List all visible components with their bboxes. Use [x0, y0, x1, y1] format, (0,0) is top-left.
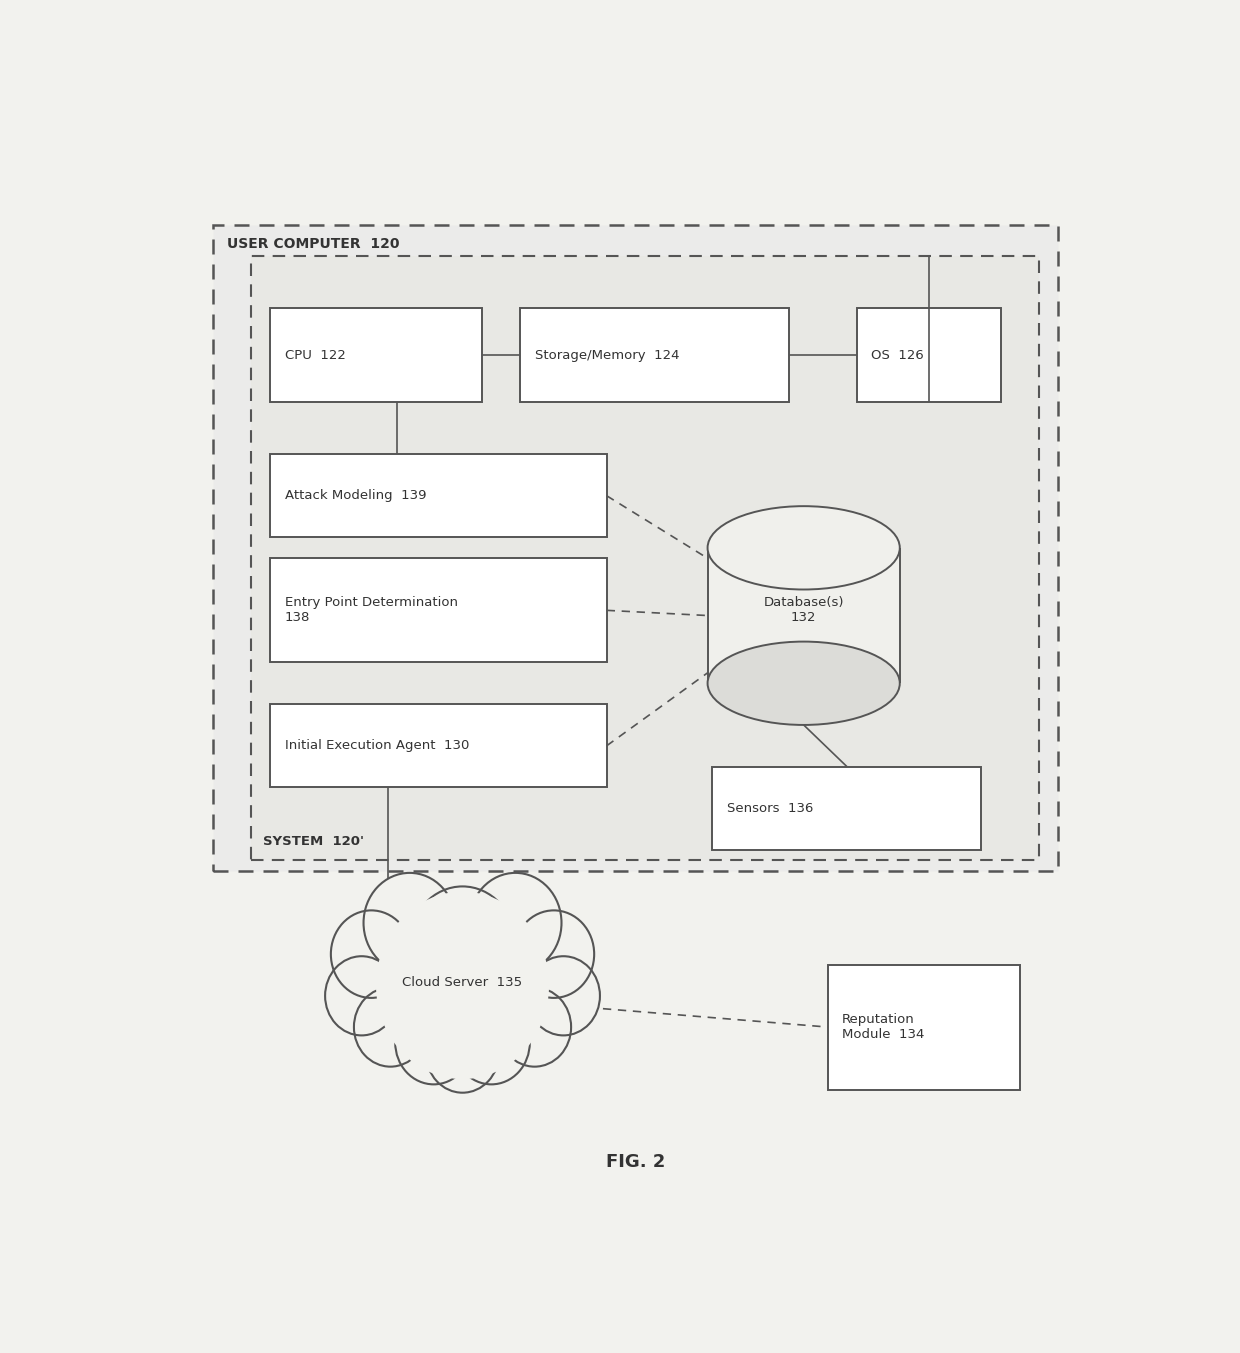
Text: Cloud Server  135: Cloud Server 135: [403, 976, 522, 989]
Bar: [712, 767, 982, 850]
Text: OS  126: OS 126: [870, 349, 924, 361]
Circle shape: [331, 911, 412, 999]
Ellipse shape: [708, 641, 900, 725]
Circle shape: [363, 873, 456, 973]
Bar: [270, 559, 606, 663]
Circle shape: [376, 892, 549, 1080]
Bar: [521, 308, 790, 402]
Circle shape: [409, 886, 516, 1001]
Circle shape: [498, 988, 572, 1066]
Bar: [828, 965, 1019, 1089]
Bar: [270, 455, 606, 537]
Circle shape: [469, 873, 562, 973]
Text: USER COMPUTER  120: USER COMPUTER 120: [227, 237, 399, 252]
Text: Reputation
Module  134: Reputation Module 134: [842, 1013, 925, 1040]
Circle shape: [325, 957, 398, 1035]
Circle shape: [513, 911, 594, 999]
Text: CPU  122: CPU 122: [285, 349, 346, 361]
Circle shape: [527, 957, 600, 1035]
Bar: [857, 308, 1001, 402]
Bar: [270, 308, 481, 402]
Bar: [270, 704, 606, 787]
Text: Storage/Memory  124: Storage/Memory 124: [534, 349, 680, 361]
Bar: [708, 548, 900, 683]
Text: Entry Point Determination
138: Entry Point Determination 138: [285, 597, 458, 624]
Text: Attack Modeling  139: Attack Modeling 139: [285, 490, 427, 502]
Text: Sensors  136: Sensors 136: [727, 802, 813, 815]
Circle shape: [453, 1001, 529, 1084]
Text: SYSTEM  120': SYSTEM 120': [263, 835, 363, 848]
Circle shape: [427, 1013, 498, 1093]
Bar: [250, 256, 1039, 861]
Circle shape: [353, 988, 427, 1066]
Ellipse shape: [708, 506, 900, 590]
Text: FIG. 2: FIG. 2: [606, 1154, 665, 1172]
Bar: [213, 225, 1058, 871]
Text: Initial Execution Agent  130: Initial Execution Agent 130: [285, 739, 469, 752]
Circle shape: [396, 1001, 472, 1084]
Text: Database(s)
132: Database(s) 132: [764, 597, 844, 624]
